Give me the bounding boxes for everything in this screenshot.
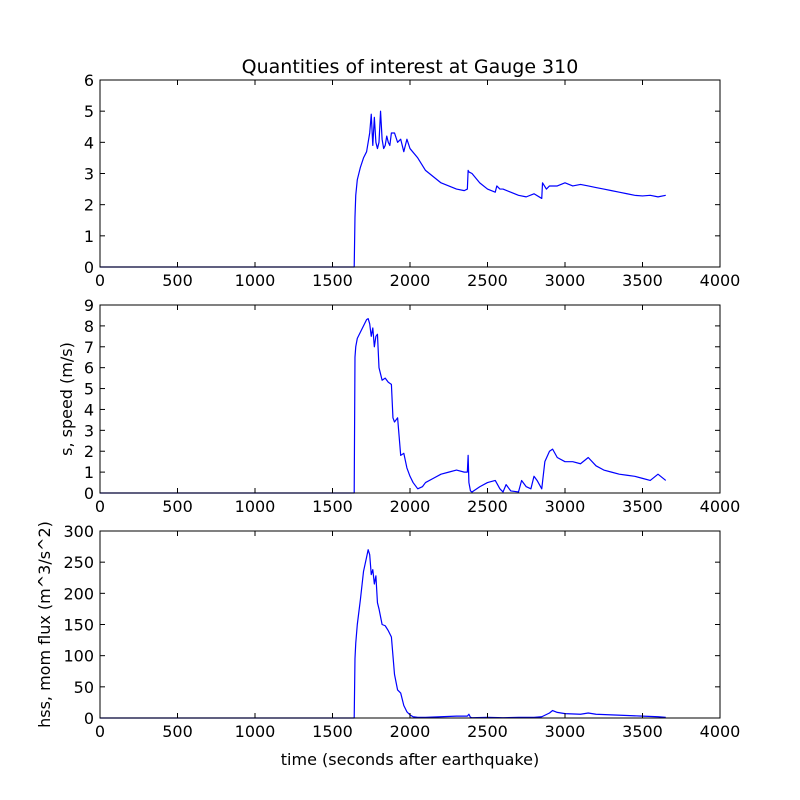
x-tick-label: 3500 [622, 271, 663, 290]
x-tick-label: 1500 [312, 722, 353, 741]
x-tick-label: 500 [162, 271, 193, 290]
x-tick-label: 2000 [390, 497, 431, 516]
y-tick-label: 7 [84, 338, 94, 357]
y-tick-label: 100 [63, 647, 94, 666]
x-tick-label: 500 [162, 497, 193, 516]
panel-water-level: 0 500 1000 1500 2000 2500 3000 3500 4000 0 1 2 3 4 5 6 [84, 71, 741, 290]
y-tick-label: 2 [84, 196, 94, 215]
speed-plot-frame [99, 304, 721, 494]
x-tick-label: 3500 [622, 722, 663, 741]
x-tick-label: 500 [162, 722, 193, 741]
x-tick-label: 2000 [390, 271, 431, 290]
x-tick-label: 4000 [700, 271, 741, 290]
y-tick-label: 6 [84, 359, 94, 378]
x-tick-label: 1000 [235, 722, 276, 741]
water-level-series-line [100, 110, 666, 268]
y-tick-label: 2 [84, 442, 94, 461]
x-tick-label: 2500 [467, 271, 508, 290]
y-tick-label: 50 [74, 678, 94, 697]
x-tick-label: 2500 [467, 722, 508, 741]
x-tick-label: 4000 [700, 497, 741, 516]
x-tick-label: 1000 [235, 271, 276, 290]
x-tick-label: 2000 [390, 722, 431, 741]
x-tick-label: 2500 [467, 497, 508, 516]
y-tick-label: 5 [84, 380, 94, 399]
x-axis-label: time (seconds after earthquake) [281, 750, 539, 769]
y-tick-label: 8 [84, 317, 94, 336]
y-tick-label: 1 [84, 463, 94, 482]
y-tick-label: 0 [84, 484, 94, 503]
y-tick-label: 4 [84, 400, 94, 419]
momentum-flux-plot-frame [99, 530, 721, 719]
x-tick-label: 0 [95, 271, 105, 290]
x-tick-label: 0 [95, 722, 105, 741]
y-tick-label: 5 [84, 102, 94, 121]
y-tick-label: 300 [63, 522, 94, 541]
chart-title: Quantities of interest at Gauge 310 [242, 56, 579, 78]
y-tick-label: 0 [84, 709, 94, 728]
water-level-plot-frame [99, 79, 721, 268]
x-tick-label: 1500 [312, 497, 353, 516]
x-tick-label: 3500 [622, 497, 663, 516]
x-tick-label: 0 [95, 497, 105, 516]
x-tick-label: 3000 [545, 722, 586, 741]
y-tick-label: 1 [84, 227, 94, 246]
speed-y-axis-label: s, speed (m/s) [57, 342, 76, 456]
y-tick-label: 3 [84, 421, 94, 440]
x-tick-label: 3000 [545, 271, 586, 290]
x-tick-label: 1000 [235, 497, 276, 516]
y-tick-label: 6 [84, 71, 94, 90]
x-tick-label: 4000 [700, 722, 741, 741]
y-tick-label: 150 [63, 616, 94, 635]
x-tick-label: 1500 [312, 271, 353, 290]
x-tick-label: 3000 [545, 497, 586, 516]
panel-speed: 0 500 1000 1500 2000 2500 3000 3500 400001234567… [57, 296, 740, 516]
y-tick-label: 0 [84, 258, 94, 277]
y-tick-label: 250 [63, 553, 94, 572]
momentum-flux-y-axis-label: hss, mom flux (m^3/s^2) [35, 521, 54, 728]
y-tick-label: 9 [84, 296, 94, 315]
y-tick-label: 200 [63, 584, 94, 603]
panel-momentum-flux: 0 500 1000 1500 2000 2500 3000 3500 4000 0 50 100 15… [35, 521, 740, 741]
y-tick-label: 4 [84, 133, 94, 152]
speed-series-line [100, 317, 667, 494]
momentum-flux-series-line [100, 549, 666, 719]
y-tick-label: 3 [84, 165, 94, 184]
